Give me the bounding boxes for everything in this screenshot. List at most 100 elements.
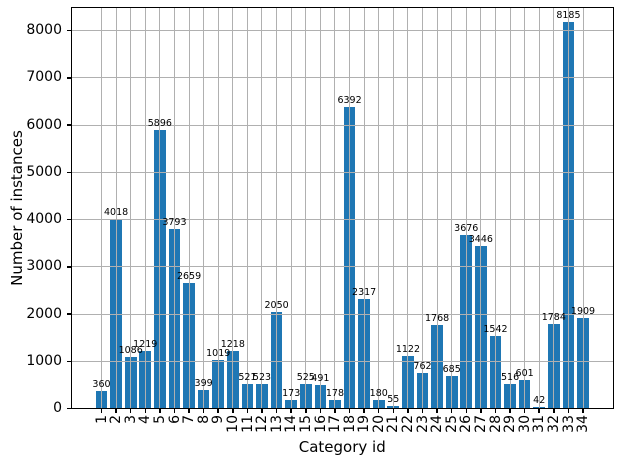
x-tick-label: 29 — [502, 414, 519, 433]
x-tick-mark — [392, 408, 395, 413]
y-axis-title-box: Number of instances — [6, 7, 28, 409]
bar-value-label: 173 — [282, 388, 301, 400]
y-tick-mark — [67, 171, 71, 174]
vertical-gridline — [115, 7, 117, 409]
vertical-gridline — [451, 7, 453, 409]
bar-value-label: 1219 — [133, 338, 158, 350]
x-tick-label: 6 — [166, 414, 183, 424]
x-tick-mark — [173, 408, 176, 413]
bar-value-label: 491 — [311, 373, 330, 385]
bar-value-label: 42 — [533, 394, 546, 406]
bar-value-label: 4018 — [103, 206, 129, 218]
x-tick-label: 13 — [268, 414, 285, 433]
x-tick-label: 1 — [93, 414, 110, 424]
bar-value-label: 1784 — [541, 312, 566, 324]
bar-value-label: 1768 — [424, 312, 450, 324]
x-tick-mark — [567, 408, 570, 413]
vertical-gridline — [509, 7, 511, 409]
y-tick-mark — [67, 266, 71, 268]
vertical-gridline — [538, 7, 540, 409]
x-tick-label: 5 — [151, 414, 168, 424]
x-tick-label: 3 — [122, 414, 139, 424]
vertical-gridline — [144, 7, 146, 409]
vertical-gridline — [334, 7, 336, 409]
horizontal-gridline — [71, 360, 614, 362]
x-tick-label: 22 — [399, 414, 416, 433]
y-tick-mark — [67, 313, 71, 315]
vertical-gridline — [232, 7, 234, 409]
bar-value-label: 5896 — [147, 118, 172, 129]
x-tick-mark — [202, 408, 205, 413]
vertical-gridline — [363, 7, 365, 409]
x-tick-label: 20 — [370, 414, 387, 433]
x-tick-label: 31 — [531, 414, 548, 433]
bar-value-label: 399 — [194, 377, 213, 389]
bar-value-label: 2317 — [352, 287, 377, 299]
bar-value-label: 762 — [413, 360, 432, 372]
x-tick-mark — [159, 408, 161, 413]
bar-value-label: 180 — [369, 387, 388, 399]
y-tick-label: 3000 — [26, 258, 62, 275]
bar-value-label: 2050 — [264, 299, 289, 311]
y-tick-label: 6000 — [26, 116, 62, 133]
x-tick-label: 12 — [253, 414, 270, 433]
bar-value-label: 2659 — [176, 270, 202, 282]
plot-area: 360 4018 1086 1219 5896 3793 2659 399 1019 1218 52… — [71, 7, 614, 409]
x-tick-label: 30 — [516, 414, 533, 433]
vertical-gridline — [276, 7, 278, 409]
vertical-gridline — [130, 7, 132, 409]
vertical-gridline — [203, 7, 205, 409]
bar-value-label: 3446 — [468, 233, 493, 245]
x-tick-mark — [553, 408, 555, 413]
x-tick-label: 33 — [560, 414, 577, 433]
y-tick-mark — [67, 407, 71, 410]
vertical-gridline — [480, 7, 482, 409]
bar-value-label: 1218 — [220, 338, 245, 350]
bar-value-label: 178 — [325, 388, 345, 400]
bar-value-label: 55 — [387, 393, 400, 405]
y-tick-mark — [67, 124, 71, 126]
bar-value-labels-layer: 360 4018 1086 1219 5896 3793 2659 399 1019 1218 52… — [71, 7, 614, 409]
x-tick-label: 25 — [443, 414, 460, 433]
x-tick-mark — [217, 408, 219, 413]
y-axis-title: Number of instances — [8, 129, 26, 286]
x-tick-mark — [450, 408, 453, 413]
x-tick-label: 23 — [414, 414, 431, 433]
x-tick-mark — [261, 408, 263, 413]
x-tick-mark — [538, 408, 540, 413]
vertical-gridline — [378, 7, 380, 409]
vertical-gridline — [188, 7, 190, 409]
y-tick-mark — [67, 29, 71, 32]
x-tick-mark — [377, 408, 380, 413]
x-tick-mark — [188, 408, 190, 413]
y-tick-label: 8000 — [26, 22, 62, 39]
x-tick-label: 27 — [472, 414, 489, 433]
y-tick-label: 7000 — [26, 69, 62, 86]
x-tick-label: 10 — [224, 414, 241, 433]
x-tick-mark — [348, 408, 351, 413]
x-tick-label: 24 — [429, 414, 446, 433]
vertical-gridline — [567, 7, 569, 409]
bar-value-label: 685 — [442, 364, 461, 376]
x-tick-mark — [319, 408, 322, 413]
x-tick-mark — [275, 408, 278, 413]
vertical-gridline — [392, 7, 394, 409]
x-tick-mark — [232, 408, 234, 413]
vertical-gridline — [305, 7, 307, 409]
bar-value-label: 525 — [296, 371, 315, 383]
bar-value-label: 6392 — [337, 94, 362, 106]
bar-value-label: 1019 — [206, 348, 231, 360]
vertical-gridline — [465, 7, 467, 409]
vertical-gridline — [246, 7, 248, 409]
horizontal-gridline — [71, 313, 614, 315]
x-tick-mark — [129, 408, 132, 413]
x-tick-mark — [363, 408, 365, 413]
x-tick-mark — [494, 408, 497, 413]
x-tick-label: 4 — [137, 414, 154, 424]
bar-value-label: 3676 — [454, 222, 479, 234]
y-tick-label: 0 — [53, 400, 62, 416]
horizontal-gridline — [71, 77, 614, 79]
x-tick-label: 7 — [181, 414, 198, 424]
x-tick-mark — [305, 408, 307, 413]
